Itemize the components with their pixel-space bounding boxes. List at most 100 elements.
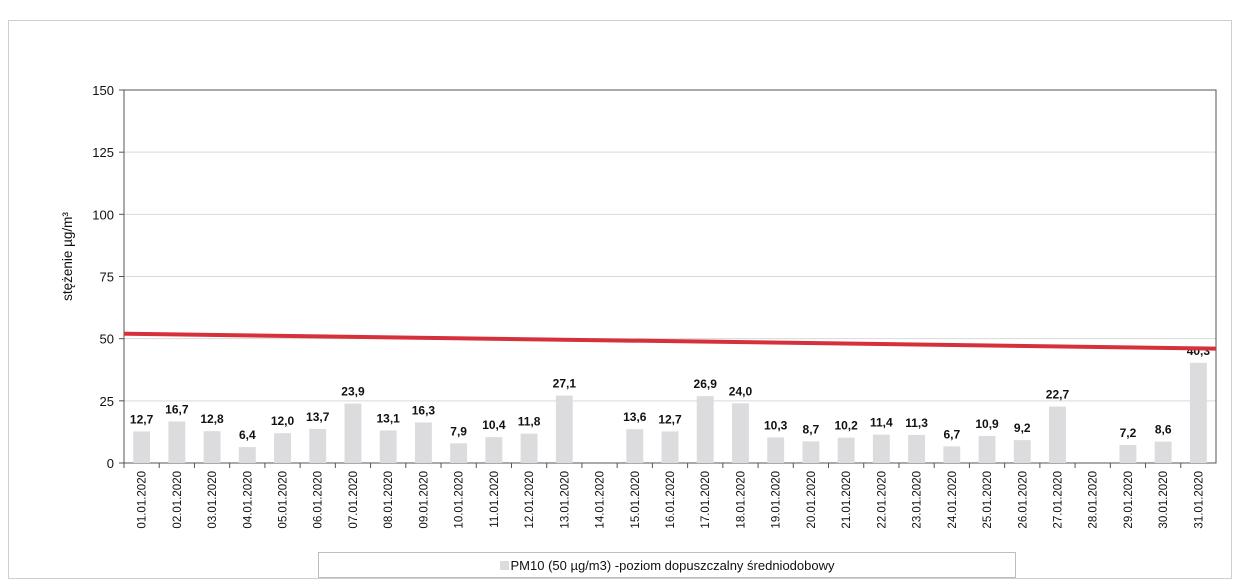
x-tick-label: 30.01.2020 (1158, 471, 1170, 529)
data-label: 16,3 (412, 403, 436, 417)
bar (555, 395, 573, 463)
bar (802, 441, 820, 463)
y-tick-label: 75 (100, 270, 114, 285)
data-label: 26,9 (694, 377, 718, 391)
bar (168, 421, 186, 463)
bar (344, 403, 362, 463)
x-tick-label: 02.01.2020 (172, 471, 184, 529)
data-label: 13,6 (623, 410, 647, 424)
data-label: 11,3 (905, 416, 928, 430)
bar (309, 428, 327, 463)
x-tick-label: 05.01.2020 (278, 471, 290, 529)
x-axis-ticks: 01.01.2020 02.01.2020 03.01.2020 04.01.2020… (123, 463, 1205, 529)
x-tick-label: 26.01.2020 (1017, 471, 1029, 529)
bar (203, 431, 221, 463)
chart-frame (8, 20, 1232, 579)
bar (626, 429, 644, 463)
bar (238, 447, 256, 463)
x-tick-label: 18.01.2020 (735, 471, 747, 529)
bar (1154, 441, 1172, 463)
bar (908, 434, 926, 463)
y-axis-ticks: 0 25 50 75 100 125 150 (92, 83, 124, 471)
y-tick-label: 125 (92, 145, 114, 160)
bar (450, 443, 468, 463)
bar (731, 403, 749, 463)
x-tick-label: 04.01.2020 (242, 471, 254, 529)
x-tick-label: 22.01.2020 (876, 471, 888, 529)
data-label: 8,7 (803, 422, 820, 436)
data-label: 10,3 (764, 418, 788, 432)
legend-label: PM10 (50 µg/m3) -poziom dopuszczalny śre… (510, 557, 835, 573)
x-tick-label: 23.01.2020 (912, 471, 924, 529)
data-labels: 12,7 16,7 12,8 6,4 12,0 13,7 23,9 13,1 16,3 7,9 10… (130, 344, 1210, 442)
y-tick-label: 0 (107, 456, 114, 471)
x-tick-label: 24.01.2020 (947, 471, 959, 529)
y-tick-label: 150 (92, 83, 114, 98)
x-tick-label: 13.01.2020 (559, 471, 571, 529)
bar (1119, 445, 1137, 463)
data-label: 16,7 (165, 402, 189, 416)
data-label: 9,2 (1014, 421, 1031, 435)
data-label: 10,2 (834, 419, 858, 433)
data-label: 10,4 (482, 418, 506, 432)
x-tick-label: 11.01.2020 (489, 471, 501, 528)
data-label: 7,9 (450, 424, 467, 438)
y-tick-label: 25 (100, 394, 114, 409)
bar (661, 431, 679, 463)
x-tick-label: 03.01.2020 (207, 471, 219, 529)
y-axis-label: stężenie µg/m³ (60, 212, 75, 301)
data-label: 6,7 (943, 427, 960, 441)
data-label: 13,1 (377, 411, 401, 425)
bar (696, 396, 714, 463)
data-label: 23,9 (341, 385, 365, 399)
x-tick-label: 29.01.2020 (1123, 471, 1135, 529)
x-tick-label: 08.01.2020 (383, 471, 395, 529)
limit-line (123, 331, 1217, 351)
x-tick-label: 01.01.2020 (137, 471, 149, 529)
data-label: 13,7 (306, 410, 330, 424)
bar (767, 437, 785, 463)
x-tick-label: 27.01.2020 (1052, 471, 1064, 529)
data-label: 8,6 (1155, 423, 1172, 437)
data-label: 11,4 (870, 416, 893, 430)
x-tick-label: 28.01.2020 (1088, 471, 1100, 529)
bar (978, 435, 996, 463)
x-tick-label: 31.01.2020 (1193, 471, 1205, 529)
data-label: 22,7 (1046, 388, 1070, 402)
bar (379, 430, 397, 463)
data-label: 40,3 (1187, 344, 1211, 358)
data-label: 12,0 (271, 414, 295, 428)
x-tick-label: 15.01.2020 (630, 471, 642, 529)
grid-lines (124, 151, 1216, 402)
x-tick-label: 14.01.2020 (595, 471, 607, 529)
data-label: 24,0 (729, 384, 753, 398)
bar (872, 434, 890, 463)
x-tick-label: 17.01.2020 (700, 471, 712, 529)
data-label: 27,1 (553, 377, 577, 391)
x-tick-label: 19.01.2020 (771, 471, 783, 529)
data-label: 12,8 (200, 412, 224, 426)
x-tick-label: 09.01.2020 (418, 471, 430, 529)
bar (1013, 440, 1031, 463)
data-label: 7,2 (1120, 426, 1137, 440)
x-tick-label: 16.01.2020 (665, 471, 677, 529)
x-tick-label: 07.01.2020 (348, 471, 360, 529)
bar (133, 431, 151, 463)
x-tick-label: 25.01.2020 (982, 471, 994, 529)
bar (414, 422, 432, 463)
x-tick-label: 06.01.2020 (313, 471, 325, 529)
bar (837, 437, 855, 463)
bar (520, 433, 538, 463)
y-tick-label: 50 (100, 332, 114, 347)
y-tick-label: 100 (92, 207, 114, 222)
x-tick-label: 12.01.2020 (524, 471, 536, 529)
data-label: 11,8 (518, 415, 541, 429)
bar (485, 437, 503, 463)
x-tick-label: 10.01.2020 (454, 471, 466, 529)
bar (1049, 406, 1066, 463)
bar (1189, 362, 1207, 463)
legend: PM10 (50 µg/m3) -poziom dopuszczalny śre… (318, 552, 1016, 578)
bar (943, 446, 961, 463)
data-label: 12,7 (658, 412, 682, 426)
